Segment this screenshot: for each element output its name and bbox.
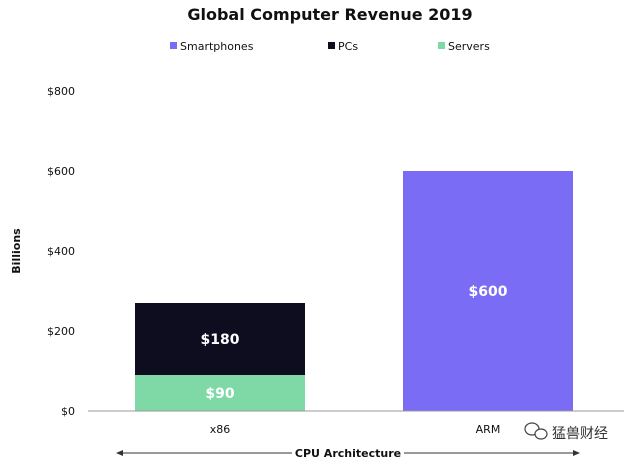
bars bbox=[135, 171, 573, 411]
y-tick-label: $0 bbox=[61, 405, 75, 418]
bar-segment-smartphones bbox=[403, 171, 573, 411]
legend-item-pcs: PCs bbox=[328, 40, 358, 53]
data-labels: $90 $180 $600 bbox=[201, 284, 508, 402]
data-label: $600 bbox=[469, 284, 508, 300]
chart-title: Global Computer Revenue 2019 bbox=[187, 5, 472, 24]
watermark: 猛兽财经 bbox=[524, 422, 608, 442]
watermark-text: 猛兽财经 bbox=[552, 426, 608, 442]
x-tick-label: x86 bbox=[210, 423, 231, 436]
legend-label: Smartphones bbox=[180, 40, 254, 53]
x-axis-title-arrowhead-right bbox=[573, 450, 580, 456]
legend-item-smartphones: Smartphones bbox=[170, 40, 254, 53]
y-tick-label: $600 bbox=[47, 165, 75, 178]
x-axis-title-arrowhead-left bbox=[116, 450, 123, 456]
x-tick-label: ARM bbox=[476, 423, 501, 436]
data-label: $180 bbox=[201, 332, 240, 348]
legend-swatch bbox=[170, 42, 177, 49]
legend-label: PCs bbox=[338, 40, 358, 53]
y-axis: $0 $200 $400 $600 $800 bbox=[47, 85, 75, 418]
legend-item-servers: Servers bbox=[438, 40, 490, 53]
legend-label: Servers bbox=[448, 40, 490, 53]
x-axis-title: CPU Architecture bbox=[295, 447, 401, 460]
data-label: $90 bbox=[205, 386, 234, 402]
legend-swatch bbox=[438, 42, 445, 49]
x-axis: x86 ARM bbox=[88, 410, 624, 436]
y-tick-label: $400 bbox=[47, 245, 75, 258]
legend: Smartphones PCs Servers bbox=[170, 40, 490, 53]
bar-segment-pcs bbox=[135, 303, 305, 375]
y-axis-title: Billions bbox=[10, 228, 23, 274]
y-tick-label: $800 bbox=[47, 85, 75, 98]
bar-segment-servers bbox=[135, 375, 305, 411]
y-tick-label: $200 bbox=[47, 325, 75, 338]
x-axis-title-group: CPU Architecture bbox=[116, 447, 580, 460]
wechat-icon bbox=[524, 422, 548, 440]
legend-swatch bbox=[328, 42, 335, 49]
